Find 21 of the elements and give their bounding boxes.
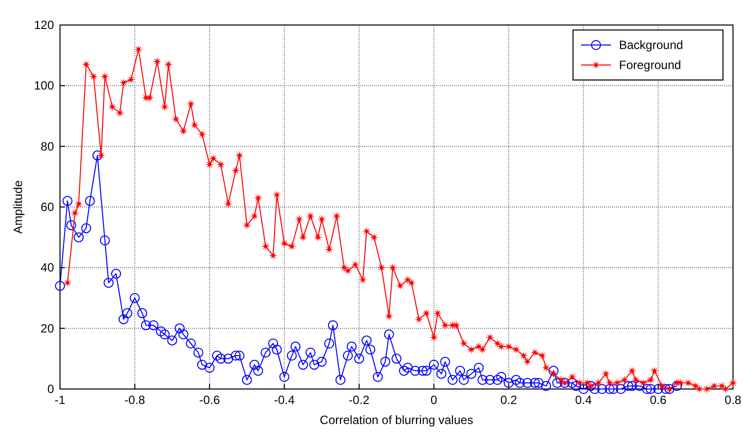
x-tick-label: 0.6	[650, 393, 667, 407]
legend-label: Background	[619, 38, 684, 52]
x-tick-label: -0.8	[124, 393, 146, 407]
x-tick-label: -1	[54, 393, 66, 407]
x-tick-label: 0.8	[724, 393, 742, 407]
x-tick-label: 0.4	[575, 393, 592, 407]
y-tick-label: 40	[40, 260, 54, 275]
y-axis-title: Amplitude	[11, 180, 25, 234]
x-tick-label: -0.2	[348, 393, 370, 407]
y-tick-label: 80	[40, 139, 54, 154]
y-tick-label: 100	[34, 78, 54, 93]
x-tick-label: 0	[430, 393, 438, 407]
legend-label: Foreground	[619, 58, 682, 72]
x-axis-title: Correlation of blurring values	[320, 413, 474, 427]
y-tick-label: 60	[40, 200, 54, 214]
y-tick-label: 20	[40, 321, 54, 336]
y-tick-label: 0	[47, 382, 54, 396]
x-tick-label: -0.6	[199, 393, 220, 407]
y-tick-label: 120	[34, 18, 54, 32]
x-tick-label: -0.4	[274, 393, 295, 407]
x-tick-label: 0.2	[500, 393, 518, 407]
